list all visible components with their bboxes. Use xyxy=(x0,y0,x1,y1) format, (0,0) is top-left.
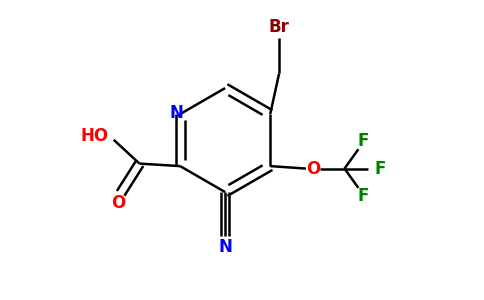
Text: F: F xyxy=(358,132,369,150)
Text: N: N xyxy=(170,104,183,122)
Text: O: O xyxy=(111,194,126,212)
Text: N: N xyxy=(218,238,232,256)
Text: O: O xyxy=(306,160,320,178)
Text: Br: Br xyxy=(269,18,289,36)
Text: F: F xyxy=(358,187,369,205)
Text: F: F xyxy=(375,160,386,178)
Text: HO: HO xyxy=(81,128,109,146)
